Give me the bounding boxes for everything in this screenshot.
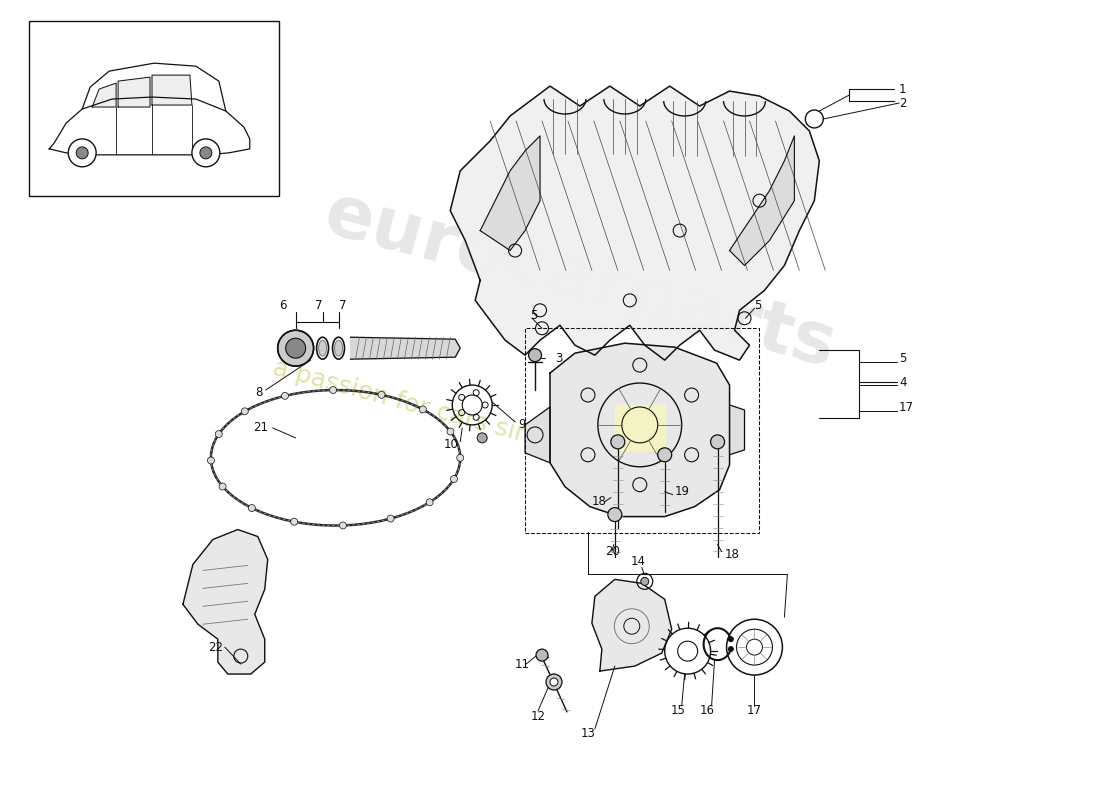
Text: 21: 21 [253,422,267,434]
Circle shape [378,391,385,398]
Text: 16: 16 [700,705,715,718]
Text: 7: 7 [339,299,346,312]
Circle shape [340,522,346,529]
Circle shape [290,518,298,526]
Circle shape [68,139,96,167]
Circle shape [536,649,548,661]
Circle shape [456,454,464,462]
Circle shape [191,139,220,167]
Text: 13: 13 [581,727,595,740]
Text: 6: 6 [279,299,286,312]
Polygon shape [450,86,820,360]
Polygon shape [92,83,117,107]
Text: eurocarparts: eurocarparts [317,179,844,382]
Text: 5: 5 [899,352,906,365]
Text: 18: 18 [592,495,607,508]
Circle shape [426,498,433,506]
Text: a passion for cars since 1985: a passion for cars since 1985 [271,356,630,474]
Text: 9: 9 [518,418,526,431]
Circle shape [200,147,212,159]
Polygon shape [615,405,664,450]
Circle shape [286,338,306,358]
Polygon shape [592,579,672,671]
Text: 18: 18 [725,548,739,561]
Circle shape [608,508,622,522]
Text: 7: 7 [315,299,322,312]
Polygon shape [481,136,540,250]
Circle shape [241,408,249,415]
Text: 3: 3 [556,352,562,365]
Circle shape [711,435,725,449]
Circle shape [419,406,427,413]
Circle shape [216,430,222,438]
Circle shape [641,578,649,586]
Circle shape [208,457,214,464]
Ellipse shape [319,340,327,356]
Text: 15: 15 [670,705,685,718]
Circle shape [546,674,562,690]
Text: 5: 5 [530,309,538,322]
Polygon shape [351,338,460,359]
Text: 22: 22 [208,641,223,654]
Text: 14: 14 [630,555,646,568]
Text: 8: 8 [255,386,263,398]
Polygon shape [525,407,550,462]
Text: 2: 2 [899,97,906,110]
Circle shape [387,515,394,522]
Polygon shape [550,343,729,517]
Circle shape [282,392,288,399]
Text: 11: 11 [515,658,530,670]
Circle shape [76,147,88,159]
Polygon shape [729,136,794,266]
Text: 17: 17 [747,705,762,718]
Circle shape [277,330,313,366]
Circle shape [219,483,227,490]
Circle shape [249,505,255,511]
Text: 10: 10 [443,438,459,451]
Circle shape [529,349,541,362]
Circle shape [610,435,625,449]
Bar [30,22,278,196]
Circle shape [447,428,454,435]
Text: 20: 20 [605,545,619,558]
Text: 19: 19 [674,485,690,498]
Polygon shape [183,530,267,674]
Circle shape [728,646,734,651]
Text: 4: 4 [899,375,906,389]
Polygon shape [152,75,191,105]
Bar [525,328,759,533]
Ellipse shape [334,340,342,356]
Circle shape [550,678,558,686]
Polygon shape [118,77,150,107]
Circle shape [658,448,672,462]
Polygon shape [729,405,745,455]
Text: 12: 12 [530,710,546,723]
Polygon shape [50,97,250,155]
Circle shape [477,433,487,443]
Text: 17: 17 [899,402,914,414]
Circle shape [451,475,458,482]
Circle shape [728,637,734,642]
Text: 5: 5 [755,299,762,312]
Circle shape [330,386,337,394]
Text: 1: 1 [899,82,906,95]
